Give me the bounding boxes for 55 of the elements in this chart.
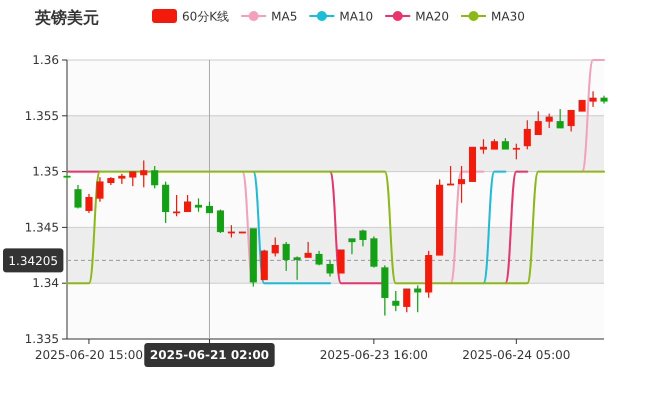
x-tick-label: 2025-06-23 16:00 bbox=[320, 348, 428, 362]
y-tick-label: 1.36 bbox=[32, 53, 59, 67]
candlestick bbox=[546, 112, 553, 129]
candlestick bbox=[316, 250, 323, 266]
candlestick bbox=[512, 143, 520, 160]
candlestick bbox=[216, 208, 224, 234]
x-tick-label: 2025-06-21 02:00 bbox=[150, 348, 270, 362]
candlestick bbox=[414, 284, 422, 313]
candlestick bbox=[118, 173, 126, 184]
candlestick bbox=[490, 138, 498, 150]
candlestick bbox=[524, 120, 531, 150]
candlestick bbox=[129, 171, 136, 187]
candlestick bbox=[590, 90, 597, 108]
x-tick-label: 2025-06-24 05:00 bbox=[462, 348, 570, 362]
candlestick bbox=[458, 165, 466, 204]
candlestick bbox=[228, 224, 235, 238]
candlestick bbox=[326, 259, 334, 278]
legend-label: MA10 bbox=[339, 10, 374, 24]
candlestick bbox=[403, 288, 410, 313]
candlestick bbox=[534, 110, 542, 136]
candlestick bbox=[392, 290, 400, 312]
candlestick bbox=[96, 176, 104, 202]
candlestick bbox=[348, 238, 356, 255]
candlestick bbox=[502, 138, 509, 150]
candlestick bbox=[194, 198, 202, 212]
candlestick bbox=[272, 236, 279, 258]
y-tick-label: 1.355 bbox=[24, 108, 59, 123]
candlestick bbox=[206, 201, 214, 214]
candlestick bbox=[74, 184, 82, 210]
chart-title: 英镑美元 bbox=[34, 8, 99, 27]
candlestick bbox=[359, 229, 366, 247]
candlestick bbox=[578, 100, 586, 112]
candlestick bbox=[85, 193, 92, 214]
candlestick bbox=[304, 241, 312, 258]
legend-label: 60分K线 bbox=[182, 10, 230, 24]
candlestick bbox=[282, 241, 290, 272]
ref-line-label: 1.34205 bbox=[8, 254, 58, 268]
candlestick bbox=[447, 165, 454, 186]
candlestick bbox=[151, 165, 158, 189]
legend-label: MA30 bbox=[491, 10, 525, 24]
x-tick-label: 2025-06-20 15:00 bbox=[34, 348, 143, 362]
candlestick bbox=[173, 194, 180, 217]
candlestick bbox=[568, 110, 575, 132]
y-tick-label: 1.335 bbox=[24, 332, 59, 346]
candlestick bbox=[337, 249, 345, 274]
legend-label: MA5 bbox=[271, 10, 298, 24]
candlestick bbox=[140, 160, 148, 188]
candlestick bbox=[480, 138, 487, 154]
y-tick-label: 1.34 bbox=[32, 276, 59, 290]
candlestick bbox=[184, 194, 192, 212]
candlestick bbox=[294, 256, 301, 280]
y-tick-label: 1.35 bbox=[32, 164, 59, 179]
candlestick bbox=[556, 108, 564, 129]
y-tick-label: 1.345 bbox=[24, 220, 59, 234]
legend-label: MA20 bbox=[415, 10, 450, 24]
